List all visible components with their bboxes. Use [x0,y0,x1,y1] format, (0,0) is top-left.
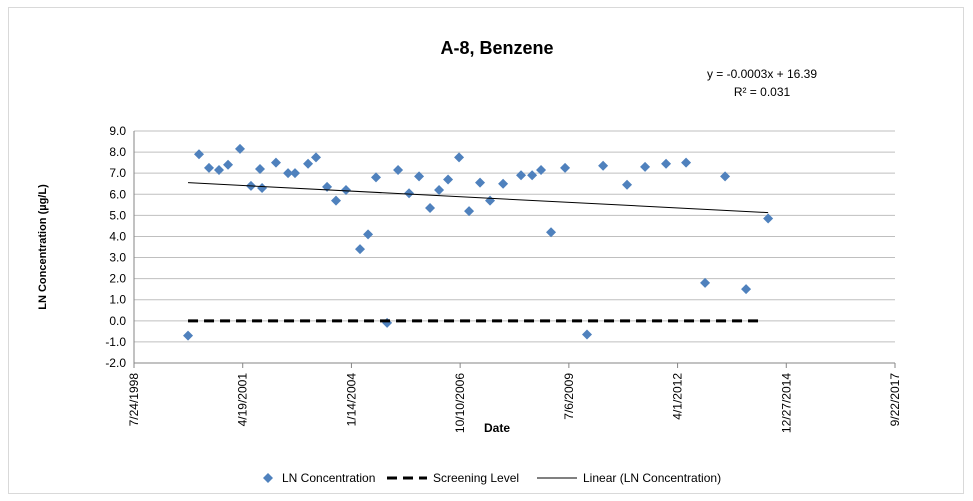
data-point [560,162,571,173]
y-tick-label: 8.0 [109,145,126,159]
legend-marker [263,473,273,483]
data-point [546,227,557,238]
data-point [270,157,281,168]
data-point [254,163,265,174]
x-tick-label: 10/10/2006 [453,373,467,433]
y-tick-label: 3.0 [109,251,126,265]
x-tick-label: 12/27/2014 [779,373,793,433]
data-point [763,213,774,224]
data-point [516,170,527,181]
y-tick-label: 0.0 [109,314,126,328]
data-point [681,157,692,168]
x-tick-label: 9/22/2017 [888,373,902,427]
y-tick-label: 4.0 [109,229,126,243]
x-tick-label: 1/14/2004 [344,373,358,427]
data-point [404,188,415,199]
data-point [741,284,752,295]
data-point [622,179,633,190]
y-tick-label: 7.0 [109,166,126,180]
x-tick-label: 4/19/2001 [236,373,250,427]
data-point [363,229,374,240]
data-point [283,168,294,179]
data-point [310,152,321,163]
data-point [527,170,538,181]
chart-border [8,7,964,494]
data-point [290,168,301,179]
data-point [330,195,341,206]
data-point [464,206,475,217]
data-point [640,161,651,172]
data-point [223,159,234,170]
data-point [661,158,672,169]
data-point [536,165,547,176]
data-point [443,174,454,185]
data-point [434,185,445,196]
trend-r2: R² = 0.031 [734,85,791,99]
legend-label: Screening Level [433,471,519,485]
y-tick-label: 5.0 [109,208,126,222]
y-tick-label: -2.0 [105,356,126,370]
data-point [475,177,486,188]
data-point [340,185,351,196]
data-point [204,162,215,173]
y-tick-label: 6.0 [109,187,126,201]
y-axis-label: LN Concentration (µg/L) [37,184,49,310]
chart-title: A-8, Benzene [440,38,553,58]
data-point [598,160,609,171]
data-point [582,329,593,340]
data-point [393,165,404,176]
data-point [194,149,205,160]
x-tick-label: 7/6/2009 [562,373,576,420]
trend-line [188,182,769,214]
data-point [303,158,314,169]
data-point [257,182,268,193]
legend-label: LN Concentration [282,471,375,485]
x-tick-label: 4/1/2012 [671,373,685,420]
data-point [355,244,366,255]
y-tick-label: 9.0 [109,124,126,138]
data-point [370,172,381,183]
y-tick-label: 2.0 [109,272,126,286]
data-point [425,202,436,213]
data-point [234,143,245,154]
data-point [454,152,465,163]
data-point [414,171,425,182]
legend-label: Linear (LN Concentration) [583,471,721,485]
y-tick-label: 1.0 [109,293,126,307]
y-tick-label: -1.0 [105,335,126,349]
data-point [498,178,509,189]
data-point [720,171,731,182]
x-tick-label: 7/24/1998 [127,373,141,427]
data-point [214,165,225,176]
data-point [183,330,194,341]
x-axis-label: Date [484,421,510,435]
data-point [700,277,711,288]
trend-equation: y = -0.0003x + 16.39 [707,67,817,81]
